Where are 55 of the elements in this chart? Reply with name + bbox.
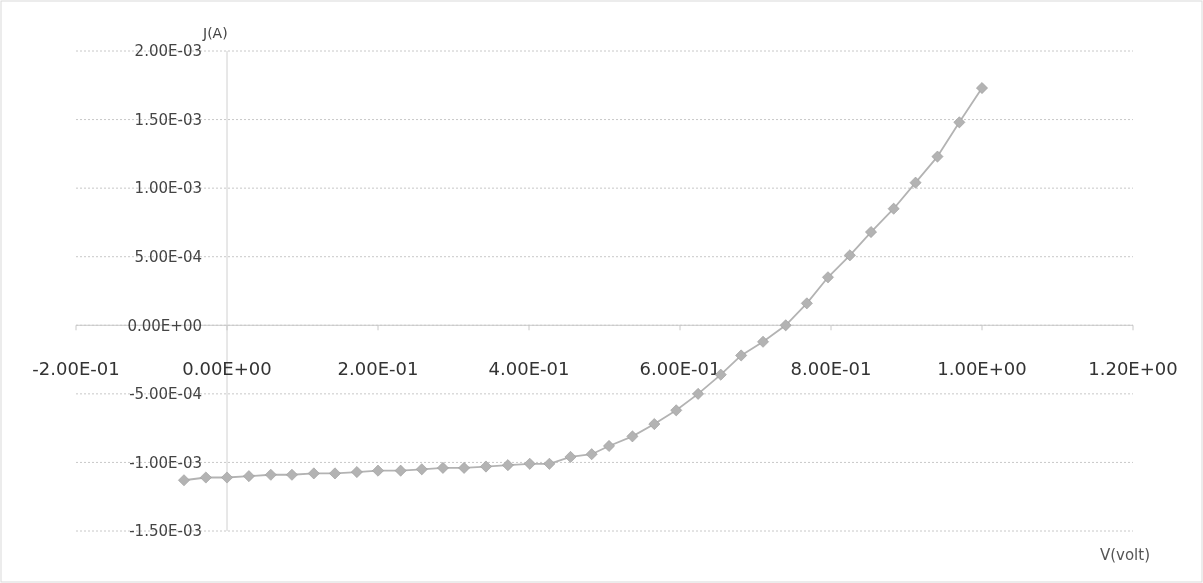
- point: [178, 474, 190, 487]
- y-tick-label: -5.00E-04: [129, 385, 202, 404]
- point: [953, 116, 966, 129]
- y-tick-label: 5.00E-04: [134, 247, 202, 266]
- y-tick-label: 1.50E-03: [134, 110, 202, 129]
- point: [458, 462, 470, 474]
- point: [564, 451, 577, 463]
- y-tick-label: 2.00E-03: [134, 42, 202, 61]
- point: [670, 404, 683, 417]
- point: [307, 467, 320, 480]
- point: [976, 82, 988, 94]
- point: [394, 464, 407, 477]
- point: [501, 459, 514, 472]
- point: [800, 297, 813, 310]
- point: [221, 471, 233, 484]
- point: [626, 430, 639, 443]
- point: [523, 457, 536, 470]
- point: [415, 463, 428, 476]
- point: [437, 462, 449, 474]
- point: [242, 470, 255, 483]
- point: [931, 150, 944, 163]
- y-tick-label: 0.00E+00: [127, 316, 202, 335]
- point: [822, 271, 834, 284]
- point: [372, 464, 384, 477]
- y-axis-title: J(A): [202, 25, 228, 41]
- point: [692, 387, 705, 400]
- point: [264, 468, 277, 481]
- point: [735, 349, 748, 362]
- point: [286, 468, 298, 481]
- point: [543, 457, 556, 470]
- point: [865, 226, 877, 238]
- point: [585, 448, 598, 461]
- point: [779, 319, 792, 332]
- point: [329, 467, 341, 480]
- point: [350, 466, 363, 478]
- x-tick-label: 8.00E-01: [790, 358, 872, 380]
- x-tick-label: 4.00E-01: [488, 358, 570, 380]
- y-tick-label: -1.00E-03: [129, 453, 202, 472]
- point: [648, 418, 661, 430]
- point: [480, 460, 492, 473]
- point: [909, 176, 922, 189]
- x-tick-label: 0.00E+00: [182, 358, 272, 380]
- point: [843, 249, 856, 262]
- y-tick-label: -1.50E-03: [129, 522, 202, 541]
- x-tick-label: 6.00E-01: [639, 358, 721, 380]
- x-tick-label: 1.00E+00: [937, 358, 1027, 380]
- x-tick-label: -2.00E-01: [32, 358, 120, 380]
- point: [887, 202, 900, 215]
- y-tick-label: 1.00E-03: [134, 179, 202, 198]
- point: [603, 440, 615, 452]
- x-tick-label: 1.20E+00: [1088, 358, 1178, 380]
- point: [199, 471, 212, 484]
- x-axis-title: V(volt): [1099, 546, 1150, 564]
- point: [757, 335, 769, 348]
- x-tick-label: 2.00E-01: [337, 358, 419, 380]
